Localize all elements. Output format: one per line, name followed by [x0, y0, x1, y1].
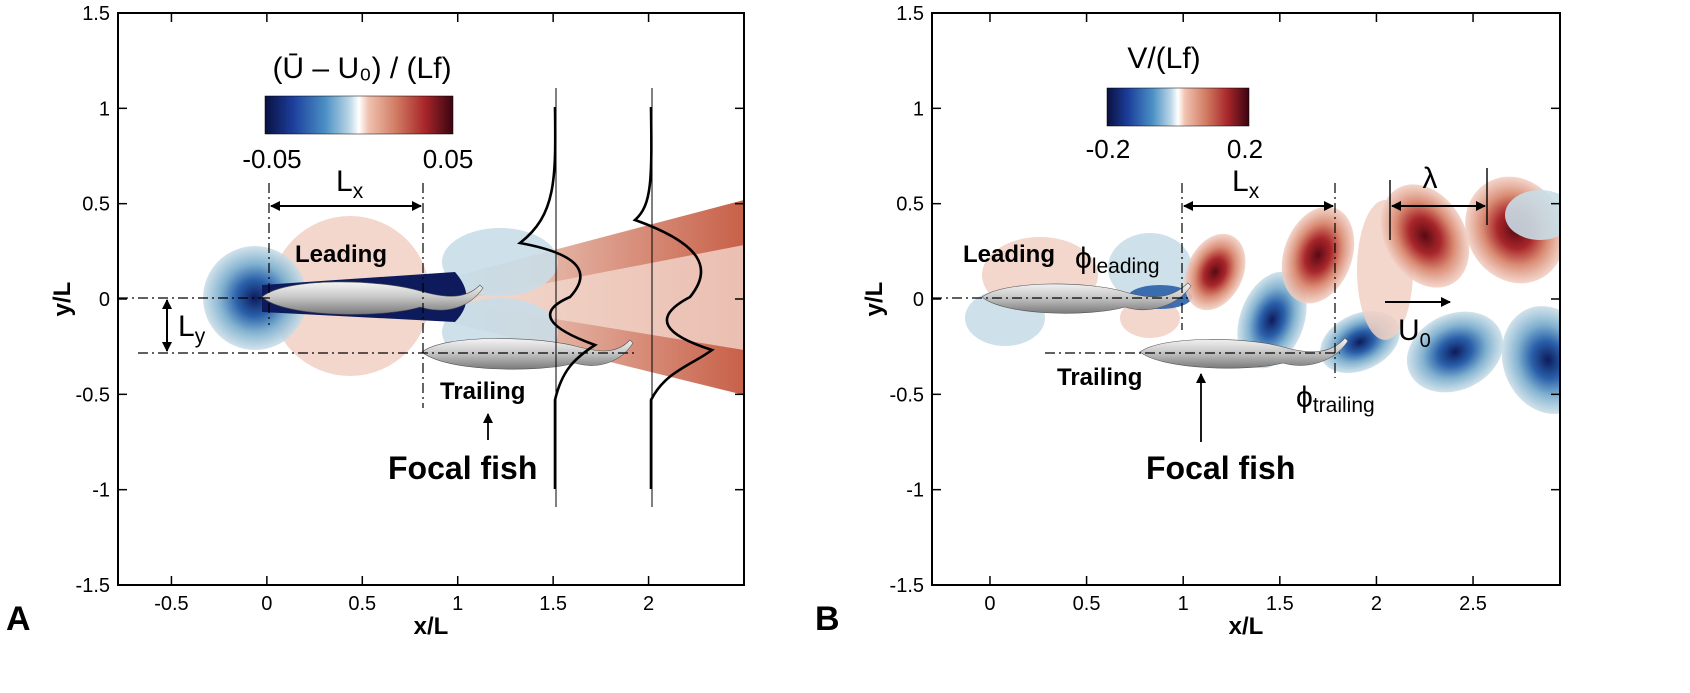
x-axis-label-b: x/L: [1229, 613, 1264, 640]
y-tick-label: -1.5: [76, 575, 110, 597]
x-tick-label: 2: [1371, 593, 1382, 615]
trailing-fish-body-b: [1139, 337, 1349, 369]
y-tick-label: -0.5: [76, 384, 110, 406]
ly-label-a: Ly: [178, 310, 206, 348]
vortex-1: [1184, 233, 1246, 311]
panel-a-field: [203, 88, 744, 507]
x-tick-label: 1: [452, 593, 463, 615]
panel-b-guides: [932, 183, 1340, 378]
x-axis-label-a: x/L: [414, 613, 449, 640]
panel-a-guides: [118, 183, 635, 408]
x-tick-label: 1: [1178, 593, 1189, 615]
lobe-f: [1505, 190, 1560, 240]
y-tick-label: 1: [99, 98, 110, 120]
colorbar-b: [1106, 87, 1250, 127]
colorbar-b-title: V/(Lf): [1127, 42, 1200, 75]
colorbar-a: [264, 95, 454, 135]
x-tick-label: 2: [643, 593, 654, 615]
y-tick-label: 0: [913, 289, 924, 311]
velocity-profile-2: [632, 106, 715, 489]
panel-a: (Ū – U₀) / (Lf) -0.05 0.05 Leading Trail…: [6, 3, 745, 640]
y-tick-label: 1.5: [896, 3, 924, 25]
trailing-fish-body: [421, 338, 634, 370]
colorbar-b-min: -0.2: [1086, 134, 1131, 164]
y-axis-label-b: y/L: [861, 282, 888, 317]
y-tick-label: 1: [913, 98, 924, 120]
x-tick-label: 0.5: [1073, 593, 1101, 615]
vortex-9: [1501, 306, 1560, 414]
y-axis-label-a: y/L: [49, 282, 76, 317]
panel-b-lambda-ticks: [1389, 168, 1488, 240]
y-tick-label: -0.5: [890, 384, 924, 406]
lx-label-b: Lx: [1232, 165, 1260, 203]
leading-label-a: Leading: [295, 241, 387, 268]
x-tick-label: 2.5: [1459, 593, 1487, 615]
y-tick-label: 0.5: [896, 194, 924, 216]
wake-light-band: [470, 245, 744, 350]
lx-label-a: Lx: [336, 165, 364, 203]
vortex-3: [1281, 206, 1355, 304]
x-tick-label: 0: [984, 593, 995, 615]
y-tick-label: -1: [92, 480, 110, 502]
y-tick-label: 0.5: [82, 194, 110, 216]
vortex-7: [1406, 311, 1504, 393]
axes-b: 0 0.5 1 1.5 2 2.5 1.5 1 0.5 0 -0.5 -1 -1.5: [890, 3, 1560, 615]
leading-label-b: Leading: [963, 241, 1055, 268]
axes-a: -0.5 0 0.5 1 1.5 2 1.5 1 0.5 0 -0.5 -1 -1.5: [76, 3, 744, 615]
colorbar-a-max: 0.05: [423, 144, 474, 174]
colorbar-b-max: 0.2: [1227, 134, 1263, 164]
lobe-c: [1108, 233, 1192, 303]
y-tick-label: 1.5: [82, 3, 110, 25]
focal-label-b: Focal fish: [1146, 450, 1295, 486]
y-tick-label: -1: [906, 480, 924, 502]
x-tick-label: 1.5: [539, 593, 567, 615]
colorbar-a-title: (Ū – U₀) / (Lf): [272, 52, 451, 85]
focal-label-a: Focal fish: [388, 450, 537, 486]
panel-b: V/(Lf) -0.2 0.2 Leading Trailing Focal f…: [815, 3, 1561, 640]
y-tick-label: -1.5: [890, 575, 924, 597]
panel-label-b: B: [815, 600, 840, 638]
phi-trailing-label: ϕtrailing: [1296, 381, 1375, 417]
colorbar-a-min: -0.05: [242, 144, 301, 174]
x-tick-label: -0.5: [154, 593, 188, 615]
lambda-label: λ: [1423, 162, 1438, 195]
trailing-label-b: Trailing: [1057, 364, 1142, 391]
nose-blob: [203, 246, 307, 350]
u0-label: U0: [1398, 314, 1431, 352]
x-tick-label: 0.5: [348, 593, 376, 615]
x-tick-label: 0: [261, 593, 272, 615]
trailing-label-a: Trailing: [440, 378, 525, 405]
panel-label-a: A: [6, 600, 31, 638]
leading-fish-body: [261, 281, 484, 315]
velocity-profile-1: [516, 106, 598, 489]
y-tick-label: 0: [99, 289, 110, 311]
x-tick-label: 1.5: [1266, 593, 1294, 615]
